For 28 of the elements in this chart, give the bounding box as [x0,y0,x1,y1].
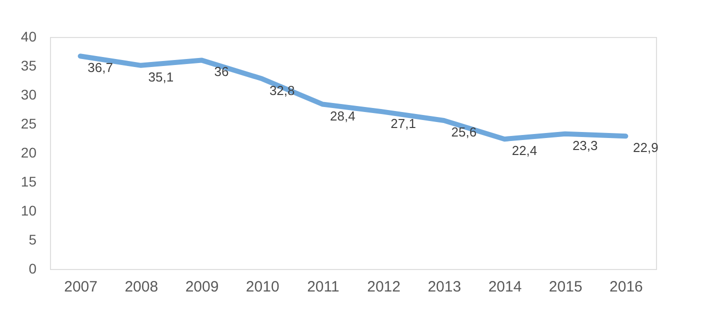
data-label: 27,1 [390,116,416,131]
data-label: 22,4 [512,143,538,158]
x-tick-label: 2016 [610,278,643,296]
y-tick-label: 35 [20,58,37,74]
y-tick-label: 40 [20,28,37,44]
y-tick-label: 20 [20,144,37,160]
y-tick-label: 10 [20,202,37,218]
x-tick-label: 2011 [307,278,340,296]
data-label: 36,7 [88,60,113,76]
y-tick-label: 15 [20,174,37,190]
y-tick-label: 0 [28,260,37,276]
data-label: 28,4 [330,108,356,124]
data-label: 23,3 [572,138,598,153]
x-tick-label: 2014 [488,278,522,296]
data-label: 36 [214,64,229,80]
x-tick-label: 2010 [246,278,280,296]
data-label: 22,9 [633,140,658,156]
data-label: 25,6 [451,124,477,140]
x-tick-label: 2008 [124,278,158,296]
x-tick-label: 2015 [548,278,582,296]
x-tick-label: 2013 [428,278,462,296]
x-tick-label: 2012 [367,278,400,296]
y-tick-label: 30 [20,86,37,102]
y-tick-label: 5 [28,232,37,248]
x-tick-label: 2007 [64,278,98,296]
y-tick-label: 25 [20,116,37,132]
data-label: 35,1 [148,69,174,84]
x-tick-label: 2009 [185,278,219,296]
